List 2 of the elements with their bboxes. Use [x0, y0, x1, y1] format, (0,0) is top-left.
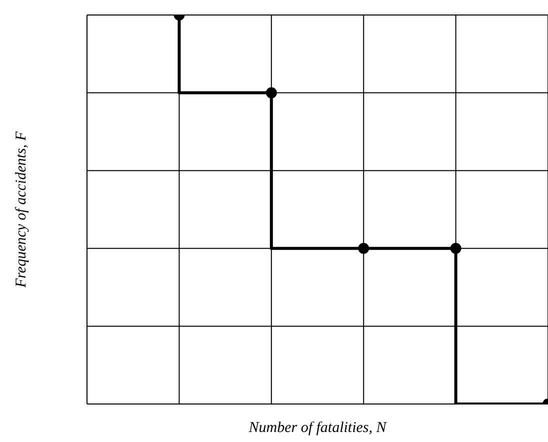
- y-axis-title: Frequency of accidents, F: [13, 130, 30, 289]
- x-axis-title: Number of fatalities, N: [248, 420, 388, 436]
